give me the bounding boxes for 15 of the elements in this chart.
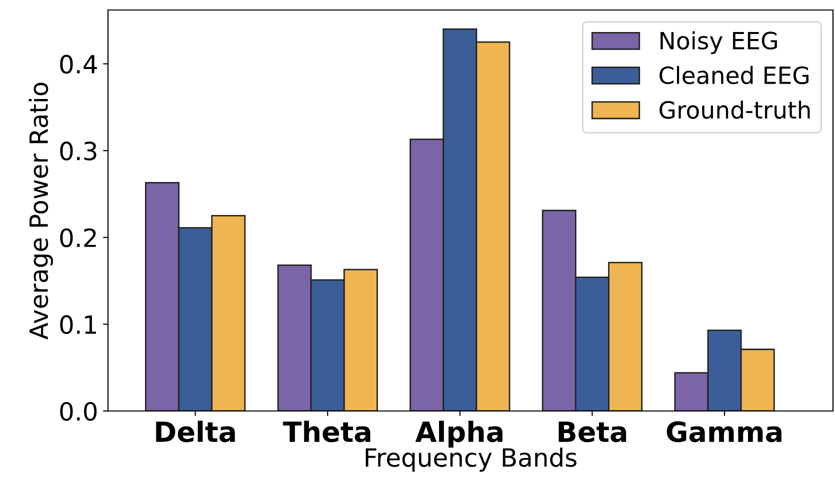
x-tick-label: Gamma	[666, 421, 782, 442]
y-axis-title: Average Power Ratio	[28, 82, 53, 340]
x-tick-label: Beta	[558, 422, 626, 442]
x-tick-label: Delta	[156, 420, 235, 442]
y-tick-label: 0.3	[60, 142, 96, 160]
legend-label: Noisy EEG	[660, 31, 777, 54]
legend-label: Cleaned EEG	[660, 66, 808, 84]
x-tick-label: Theta	[282, 420, 370, 442]
y-tick-label: 0.0	[60, 402, 97, 421]
y-tick-label: 0.1	[60, 315, 96, 334]
y-tick-label: 0.4	[60, 54, 97, 74]
x-tick-label: Alpha	[415, 420, 502, 448]
y-tick-label: 0.2	[60, 228, 96, 248]
x-axis-title: Frequency Bands	[366, 448, 576, 472]
legend-label: Ground-truth	[660, 100, 810, 119]
